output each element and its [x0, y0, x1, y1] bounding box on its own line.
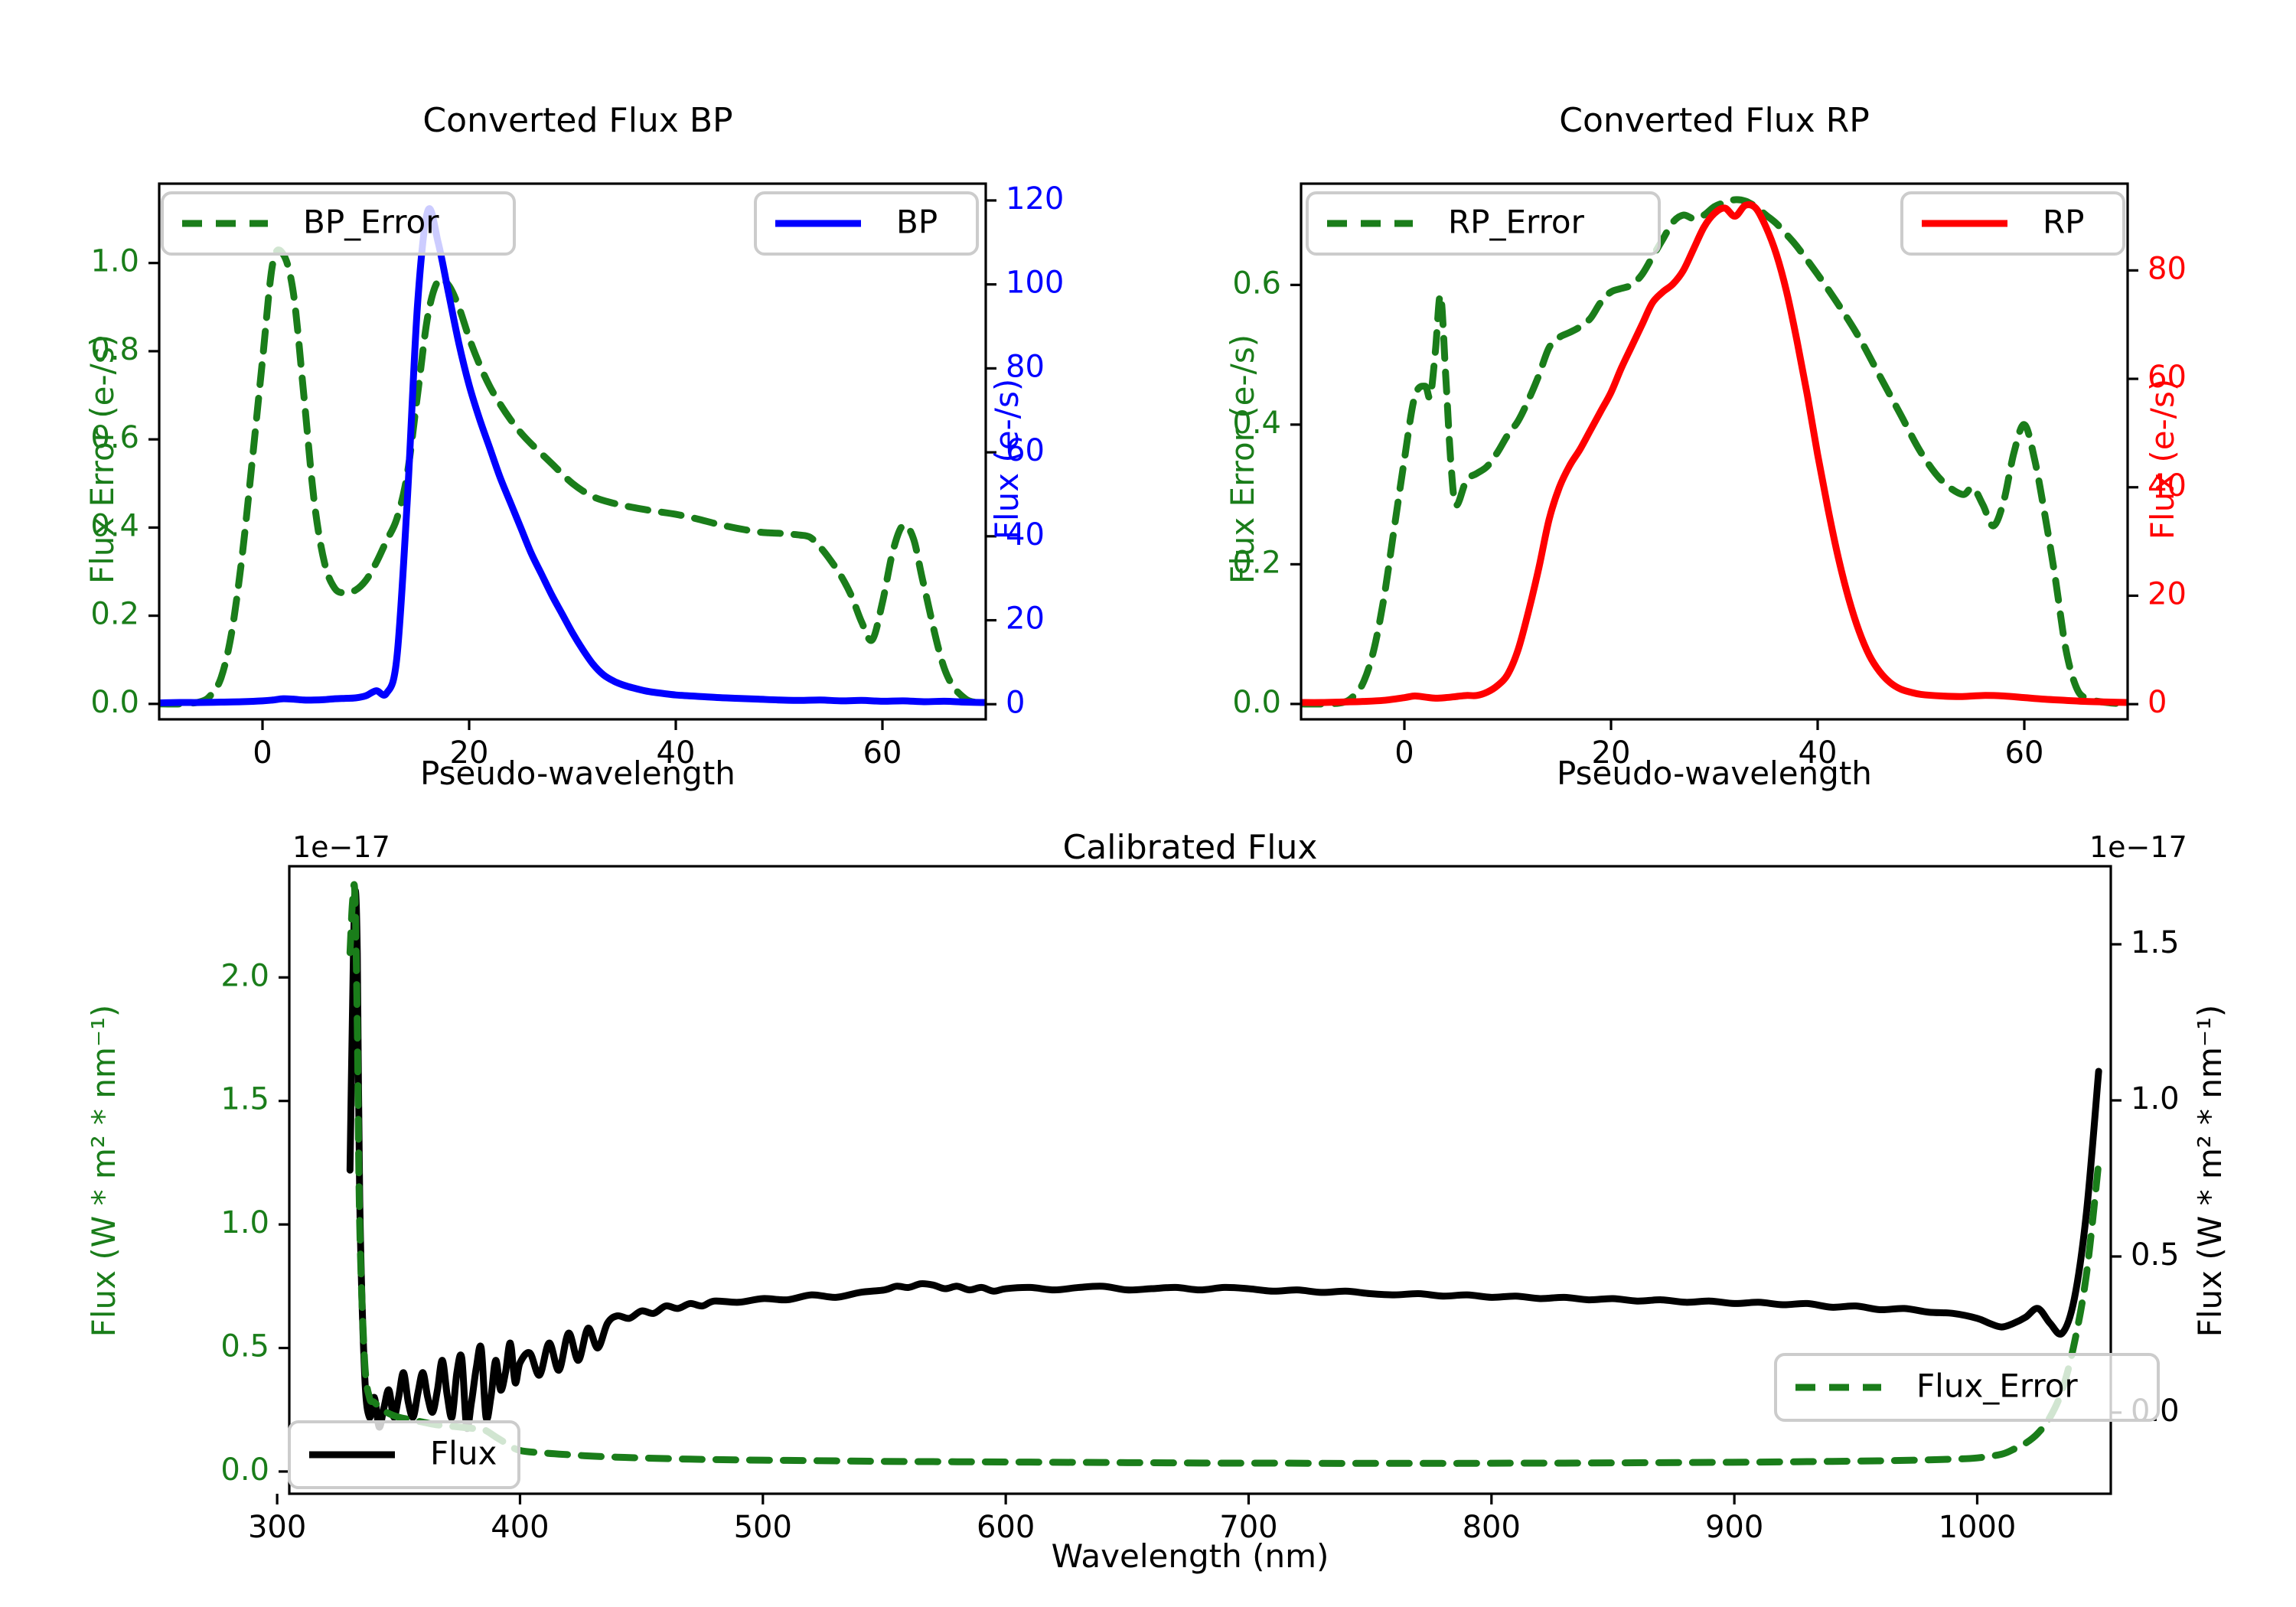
bp-ytick-right-label: 60 — [1006, 433, 1045, 468]
bp-xtick-label: 0 — [253, 735, 272, 771]
bp-ytick-right-label: 120 — [1006, 181, 1064, 217]
cal-exponent-left: 1e−17 — [292, 830, 390, 864]
bp-ylabel-right: Flux (e-/s) — [988, 379, 1026, 539]
bp-ytick-right-label: 80 — [1006, 349, 1045, 384]
rp-ytick-left-label: 0.0 — [1232, 685, 1281, 720]
bp-xlabel: Pseudo-wavelength — [420, 755, 735, 792]
cal-xtick-label: 300 — [248, 1510, 306, 1545]
cal-xtick-label: 1000 — [1939, 1510, 2017, 1545]
rp-xlabel: Pseudo-wavelength — [1557, 755, 1872, 792]
rp-ytick-left-label: 0.4 — [1232, 406, 1281, 441]
cal-axes-frame — [288, 865, 2112, 1495]
bp-ylabel-left: Flux Error (e-/s) — [83, 334, 121, 584]
cal-ytick-left-label: 0.0 — [220, 1452, 269, 1488]
rp-legend-error-label: RP_Error — [1448, 204, 1585, 241]
curve-rp_error — [1301, 196, 2128, 708]
cal-xtick-label: 400 — [491, 1510, 549, 1545]
bp-ytick-right-label: 100 — [1006, 266, 1064, 301]
panel-converted-flux-bp: Converted Flux BP 0 20 40 60 0.0 0.2 0.4 0.6 0.8… — [0, 92, 1148, 826]
bp-ytick-left-label: 0.8 — [90, 332, 139, 367]
bp-ytick-right-label: 40 — [1006, 517, 1045, 553]
bp-ytick-left-label: 0.2 — [90, 597, 139, 632]
rp-legend-rp-label: RP — [2043, 204, 2085, 241]
cal-ytick-left-label: 1.5 — [220, 1082, 269, 1117]
cal-exponent-right: 1e−17 — [2089, 830, 2187, 864]
bp-ytick-left-label: 0.0 — [90, 685, 139, 720]
cal-ylabel-right: Flux (W * m² * nm⁻¹) — [2191, 1005, 2229, 1338]
cal-xtick-label: 800 — [1463, 1510, 1521, 1545]
rp-ytick-right-label: 40 — [2148, 468, 2187, 504]
rp-xtick-label: 60 — [2005, 735, 2044, 771]
cal-xtick-label: 900 — [1705, 1510, 1763, 1545]
cal-legend-flux-error[interactable]: Flux_Error — [1774, 1353, 2160, 1422]
bp-legend-error[interactable]: BP_Error — [161, 191, 516, 256]
bp-legend-bp[interactable]: BP — [754, 191, 979, 256]
bp-title: Converted Flux BP — [422, 101, 732, 140]
bp-legend-bp-label: BP — [896, 204, 938, 241]
panel-calibrated-flux: Calibrated Flux 1e−17 1e−17 300 400 500 600… — [0, 826, 2296, 1607]
curve-flux_error — [346, 881, 2102, 1467]
cal-ytick-right-label: 1.0 — [2131, 1081, 2180, 1116]
cal-xlabel: Wavelength (nm) — [1052, 1537, 1329, 1575]
cal-xtick-label: 700 — [1219, 1510, 1277, 1545]
cal-ytick-right-label: 0.5 — [2131, 1237, 2180, 1273]
rp-ytick-left-label: 0.6 — [1232, 266, 1281, 301]
cal-legend-flux[interactable]: Flux — [288, 1420, 520, 1489]
rp-title: Converted Flux RP — [1559, 101, 1870, 140]
bp-ytick-left-label: 0.4 — [90, 508, 139, 543]
panel-converted-flux-rp: Converted Flux RP 0 20 40 60 0.0 0.2 0.4 0.6 0 20… — [1148, 92, 2296, 826]
rp-ylabel-left: Flux Error (e-/s) — [1224, 334, 1261, 584]
bp-xtick-label: 60 — [863, 735, 902, 771]
bp-ytick-left-label: 0.6 — [90, 420, 139, 455]
bp-xtick-label: 20 — [450, 735, 489, 771]
rp-xtick-label: 20 — [1592, 735, 1631, 771]
rp-legend-rp[interactable]: RP — [1900, 191, 2125, 256]
cal-ytick-right-label: 1.5 — [2131, 925, 2180, 960]
bp-ytick-left-label: 1.0 — [90, 244, 139, 279]
cal-ytick-left-label: 2.0 — [220, 958, 269, 993]
rp-axes-frame — [1300, 182, 2129, 721]
bp-xtick-label: 40 — [657, 735, 696, 771]
rp-xtick-label: 0 — [1394, 735, 1414, 771]
curve-flux — [346, 887, 2102, 1433]
rp-ytick-left-label: 0.2 — [1232, 545, 1281, 580]
cal-xtick-label: 600 — [977, 1510, 1035, 1545]
rp-ylabel-right: Flux (e-/s) — [2144, 379, 2181, 539]
cal-ytick-left-label: 0.5 — [220, 1329, 269, 1364]
bp-legend-error-label: BP_Error — [303, 204, 439, 241]
cal-ytick-left-label: 1.0 — [220, 1205, 269, 1240]
rp-ytick-right-label: 20 — [2148, 576, 2187, 611]
rp-ytick-right-label: 0 — [2148, 685, 2167, 720]
rp-ytick-right-label: 80 — [2148, 251, 2187, 286]
bp-ytick-right-label: 0 — [1006, 685, 1025, 720]
cal-legend-flux-error-label: Flux_Error — [1916, 1367, 2078, 1405]
curve-rp — [1301, 200, 2128, 706]
bp-ytick-right-label: 20 — [1006, 601, 1045, 637]
rp-xtick-label: 40 — [1799, 735, 1838, 771]
curve-bp — [159, 205, 986, 707]
rp-legend-error[interactable]: RP_Error — [1306, 191, 1661, 256]
cal-title: Calibrated Flux — [1063, 828, 1318, 867]
rp-ytick-right-label: 60 — [2148, 360, 2187, 395]
cal-xtick-label: 500 — [734, 1510, 792, 1545]
cal-ylabel-left: Flux (W * m² * nm⁻¹) — [85, 1005, 122, 1338]
cal-legend-flux-label: Flux — [430, 1435, 497, 1472]
